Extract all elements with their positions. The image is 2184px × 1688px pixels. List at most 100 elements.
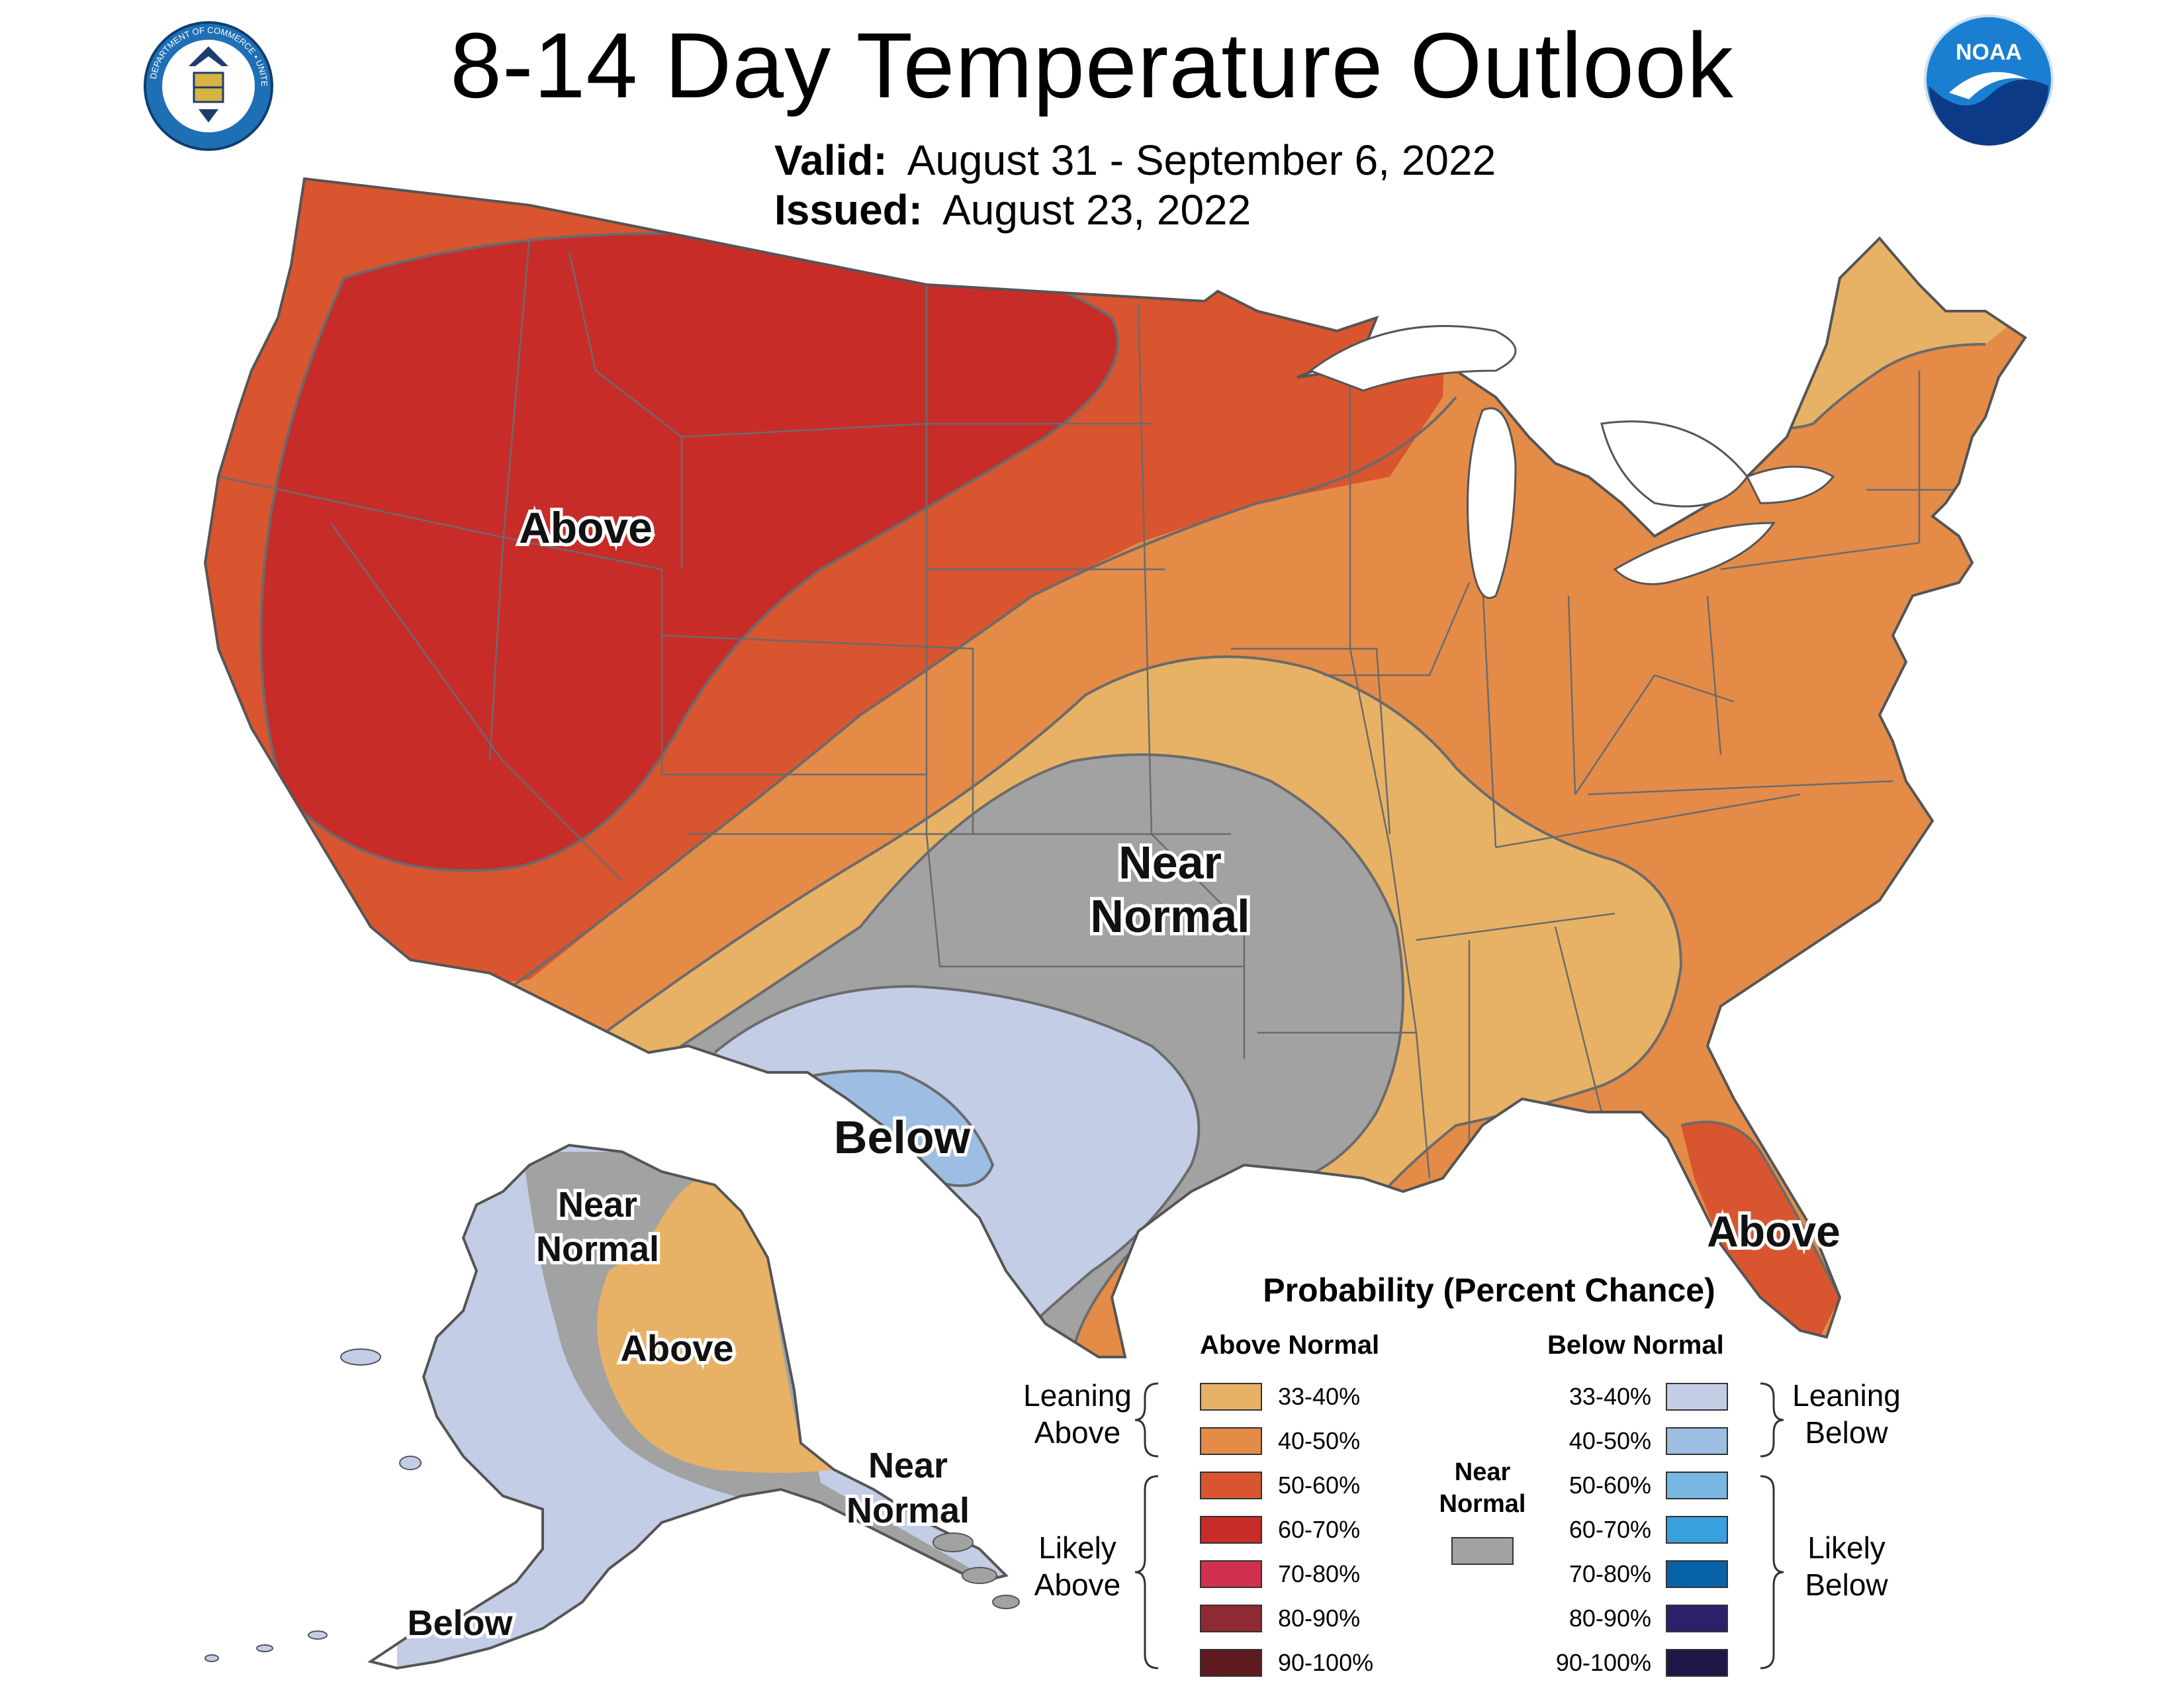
legend-above-swatch: [1200, 1383, 1262, 1411]
legend-leaning-below: Leaning Below: [1780, 1377, 1913, 1451]
label-florida-above: Above: [1707, 1207, 1841, 1256]
island-aleutian-1: [308, 1630, 328, 1640]
island-panhandle-3: [992, 1595, 1020, 1609]
legend-below-row: 60-70%: [1552, 1514, 1728, 1546]
legend-below-row: 80-90%: [1552, 1603, 1728, 1634]
legend-below-swatch: [1666, 1605, 1728, 1632]
legend-below-header: Below Normal: [1547, 1331, 1724, 1360]
island-nunivak: [399, 1456, 422, 1470]
issued-value: August 23, 2022: [942, 186, 1251, 234]
legend-near-normal-swatch: [1451, 1537, 1514, 1565]
legend-above-row: 90-100%: [1200, 1647, 1373, 1679]
likely-below-line1: Likely: [1807, 1530, 1886, 1565]
noaa-logo: NOAA: [1924, 15, 2054, 146]
leaning-above-line1: Leaning: [1023, 1378, 1132, 1413]
likely-above-line1: Likely: [1038, 1530, 1116, 1565]
conus-above-60-70: [261, 233, 1118, 871]
legend-below-swatch-label: 40-50%: [1569, 1427, 1651, 1454]
legend-likely-above: Likely Above: [1018, 1529, 1137, 1603]
legend-braces: [1134, 1382, 1784, 1669]
label-ak-near-normal-line1: Near: [558, 1185, 637, 1225]
label-conus-below: Below: [834, 1111, 971, 1163]
brace-leaning-above: [1134, 1382, 1159, 1458]
legend-below-row: 50-60%: [1552, 1470, 1728, 1501]
legend-below-swatch: [1666, 1472, 1728, 1499]
lake-erie: [1613, 522, 1776, 585]
island-aleutian-3: [205, 1654, 219, 1662]
label-conus-near-normal-line1: Near: [1118, 837, 1222, 888]
legend-leaning-above: Leaning Above: [1018, 1377, 1137, 1451]
legend-above-row: 80-90%: [1200, 1603, 1360, 1634]
alaska-above-33-40: [597, 1176, 834, 1473]
legend-above-swatch-label: 70-80%: [1278, 1560, 1361, 1587]
lake-michigan: [1467, 407, 1517, 599]
island-panhandle-1: [933, 1532, 974, 1552]
brace-likely-above: [1134, 1475, 1159, 1669]
legend-below-swatch-label: 33-40%: [1569, 1383, 1651, 1410]
legend-above-swatch-label: 40-50%: [1278, 1427, 1361, 1454]
lake-ontario: [1745, 465, 1835, 504]
legend-above-row: 33-40%: [1200, 1381, 1360, 1413]
legend-below-row: 33-40%: [1552, 1381, 1728, 1413]
lake-superior: [1308, 325, 1517, 392]
legend-above-swatch-label: 60-70%: [1278, 1516, 1361, 1543]
legend-below-swatch-label: 90-100%: [1555, 1649, 1651, 1676]
valid-label: Valid:: [774, 136, 887, 184]
legend-above-row: 70-80%: [1200, 1558, 1360, 1590]
label-conus-near-normal-line2: Normal: [1090, 890, 1250, 942]
leaning-below-line1: Leaning: [1792, 1378, 1901, 1413]
legend-above-swatch: [1200, 1605, 1262, 1632]
island-aleutian-2: [256, 1644, 273, 1652]
department-of-commerce-seal: DEPARTMENT OF COMMERCE • UNITED STATES O…: [142, 20, 273, 151]
brace-leaning-below: [1760, 1382, 1784, 1458]
island-st-lawrence: [340, 1348, 381, 1366]
legend-above-swatch: [1200, 1516, 1262, 1544]
legend-above-row: 60-70%: [1200, 1514, 1360, 1546]
legend-below-swatch: [1666, 1427, 1728, 1455]
legend-above-swatch: [1200, 1472, 1262, 1499]
issued-label: Issued:: [774, 186, 923, 234]
likely-below-line2: Below: [1805, 1568, 1888, 1602]
alaska-islands: [205, 1348, 1020, 1662]
label-ak-near-normal-line2: Normal: [536, 1229, 659, 1269]
legend-below-swatch-label: 80-90%: [1569, 1605, 1651, 1632]
legend-below-swatch: [1666, 1383, 1728, 1411]
legend-above-header: Above Normal: [1200, 1331, 1380, 1360]
legend-above-row: 50-60%: [1200, 1470, 1360, 1501]
label-conus-above-west: Above: [519, 503, 653, 552]
legend-below-row: 90-100%: [1552, 1647, 1728, 1679]
legend-above-swatch-label: 50-60%: [1278, 1472, 1361, 1499]
legend-above-swatch-label: 80-90%: [1278, 1605, 1361, 1632]
legend-below-swatch-label: 50-60%: [1569, 1472, 1651, 1499]
legend-below-swatch-label: 70-80%: [1569, 1560, 1651, 1587]
legend-below-swatch: [1666, 1516, 1728, 1544]
great-lakes: [1308, 325, 1835, 599]
island-panhandle-2: [962, 1567, 997, 1584]
legend-above-swatch: [1200, 1560, 1262, 1588]
near-normal-line1: Near: [1454, 1458, 1511, 1486]
legend-above-row: 40-50%: [1200, 1425, 1360, 1457]
legend-below-swatch: [1666, 1649, 1728, 1677]
legend-below-swatch: [1666, 1560, 1728, 1588]
legend-near-normal-label: Near Normal: [1423, 1456, 1542, 1520]
legend: Probability (Percent Chance) Above Norma…: [1013, 1264, 1966, 1688]
near-normal-line2: Normal: [1439, 1490, 1526, 1518]
label-ak-panhandle-near-line1: Near: [868, 1446, 948, 1485]
map-title: 8-14 Day Temperature Outlook: [450, 13, 1734, 117]
legend-above-swatch-label: 90-100%: [1278, 1649, 1374, 1676]
legend-below-swatch-label: 60-70%: [1569, 1516, 1651, 1543]
leaning-below-line2: Below: [1805, 1415, 1888, 1450]
leaning-above-line2: Above: [1034, 1415, 1121, 1450]
likely-above-line2: Above: [1034, 1568, 1121, 1602]
brace-likely-below: [1760, 1475, 1784, 1669]
state-borders: [218, 238, 1959, 1179]
issued-line: Issued: August 23, 2022: [774, 185, 1251, 234]
conus-outline: [203, 177, 2027, 1358]
legend-above-swatch: [1200, 1427, 1262, 1455]
legend-likely-below: Likely Below: [1780, 1529, 1913, 1603]
legend-title: Probability (Percent Chance): [1263, 1272, 1715, 1309]
legend-below-row: 70-80%: [1552, 1558, 1728, 1590]
alaska-outline: [367, 1143, 1009, 1670]
label-ak-above: Above: [620, 1327, 733, 1369]
legend-below-row: 40-50%: [1552, 1425, 1728, 1457]
